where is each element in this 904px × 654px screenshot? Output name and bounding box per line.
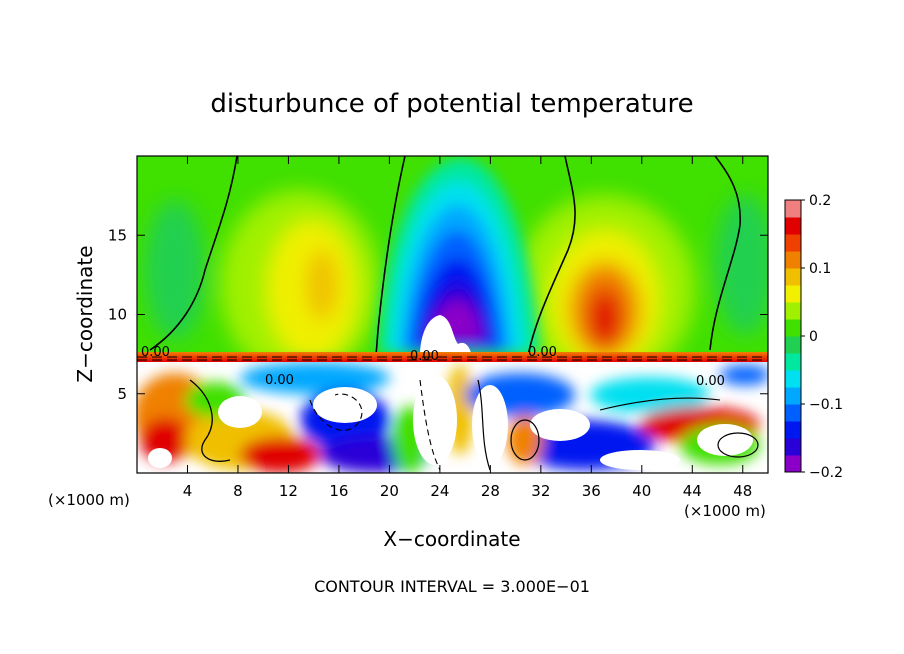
colorbar-swatch-0	[785, 455, 801, 473]
colorbar-swatch-4	[785, 387, 801, 405]
contour-lower-4	[477, 379, 491, 471]
colorbar-label-3: −0.1	[809, 397, 843, 413]
contour-line-4	[709, 156, 741, 351]
warm-patch-4	[240, 437, 320, 473]
cold-layer-7	[720, 365, 768, 385]
x-tick-label-44: 44	[683, 482, 702, 500]
colorbar-swatch-6	[785, 353, 801, 371]
colorbar-swatch-11	[785, 268, 801, 286]
colorbar-label-1: 0.1	[809, 261, 831, 277]
colorbar-label-4: −0.2	[809, 465, 843, 481]
x-tick-label-48: 48	[733, 482, 752, 500]
colorbar-ticks	[801, 199, 805, 473]
x-tick-label-20: 20	[380, 482, 399, 500]
colorbar-swatch-8	[785, 319, 801, 337]
y-axis-tick-labels: 5 10 15	[108, 226, 127, 403]
x-tick-label-4: 4	[183, 482, 193, 500]
contour-line-3	[527, 156, 576, 357]
white-plume	[420, 315, 472, 356]
y-tick-label-15: 15	[108, 226, 127, 244]
colorbar-swatches	[785, 200, 801, 473]
contour-label-2: 0.00	[265, 373, 294, 388]
plot-area: 0.00 0.00 0.00 0.00 0.00	[137, 156, 768, 473]
contour-lower-2	[309, 393, 363, 431]
colorbar-swatch-3	[785, 404, 801, 422]
contour-line-2	[375, 156, 406, 357]
colorbar-label-2: 0	[809, 329, 818, 345]
cold-layer-1	[240, 362, 390, 394]
white-patch-1	[218, 396, 262, 428]
colorbar-swatch-1	[785, 438, 801, 456]
x-tick-label-40: 40	[632, 482, 651, 500]
white-patch-2	[313, 387, 377, 423]
colorbar-swatch-2	[785, 421, 801, 439]
white-patch-5	[530, 409, 590, 441]
warm-anomaly-left-peak	[306, 249, 338, 321]
white-patch-8	[600, 450, 680, 470]
contour-label-1: 0.00	[141, 345, 170, 360]
colorbar-swatch-13	[785, 234, 801, 252]
x-tick-label-24: 24	[430, 482, 449, 500]
cool-fringe-left	[145, 200, 205, 340]
x-tick-label-36: 36	[582, 482, 601, 500]
contour-labels: 0.00 0.00 0.00 0.00 0.00	[141, 345, 725, 389]
contour-lower-7	[599, 397, 721, 411]
white-patch-3	[413, 375, 457, 465]
x-axis-tick-labels: 4 8 12 16 20 24 28 32 36 40 44 48	[183, 482, 753, 500]
contour-label-4: 0.00	[528, 345, 557, 360]
colorbar-swatch-12	[785, 251, 801, 269]
y-axis-label: Z−coordinate	[73, 245, 97, 382]
x-tick-label-28: 28	[481, 482, 500, 500]
white-patch-4	[472, 385, 508, 465]
contour-label-3: 0.00	[410, 349, 439, 364]
colorbar-swatch-14	[785, 217, 801, 235]
colorbar-labels: 0.2 0.1 0 −0.1 −0.2	[809, 193, 843, 481]
y-tick-label-5: 5	[117, 385, 127, 403]
x-axis-label: X−coordinate	[383, 527, 520, 551]
contour-lower-6	[717, 432, 759, 458]
cool-fringe-right	[715, 195, 768, 335]
colorbar-swatch-9	[785, 302, 801, 320]
contour-lower-5	[510, 419, 540, 461]
upper-field	[145, 156, 768, 385]
x-tick-label-8: 8	[233, 482, 243, 500]
contour-line-1	[149, 156, 238, 351]
colorbar-swatch-7	[785, 336, 801, 354]
contour-interval-note: CONTOUR INTERVAL = 3.000E−01	[314, 577, 590, 596]
white-patch-6	[697, 424, 753, 456]
white-patch-7	[148, 448, 172, 468]
x-unit-right: (×1000 m)	[684, 502, 766, 520]
colorbar-swatch-10	[785, 285, 801, 303]
colorbar-swatch-5	[785, 370, 801, 388]
y-axis-ticks	[137, 234, 768, 395]
x-unit-left: (×1000 m)	[48, 491, 130, 509]
contour-lower-3	[419, 379, 441, 471]
contour-lower-1	[189, 379, 231, 462]
x-tick-label-12: 12	[279, 482, 298, 500]
x-tick-label-16: 16	[329, 482, 348, 500]
x-tick-label-32: 32	[531, 482, 550, 500]
chart-title: disturbunce of potential temperature	[210, 89, 693, 119]
colorbar-swatch-15	[785, 200, 801, 218]
x-axis-ticks	[186, 156, 744, 473]
contour-label-5: 0.00	[696, 374, 725, 389]
inversion-contours	[137, 356, 768, 361]
colorbar-label-0: 0.2	[809, 193, 831, 209]
lower-field	[137, 362, 768, 473]
warm-anomaly-right-peak	[588, 288, 622, 348]
cold-layer-6	[590, 377, 710, 413]
colorbar: 0.2 0.1 0 −0.1 −0.2	[784, 193, 843, 481]
y-tick-label-10: 10	[108, 306, 127, 324]
